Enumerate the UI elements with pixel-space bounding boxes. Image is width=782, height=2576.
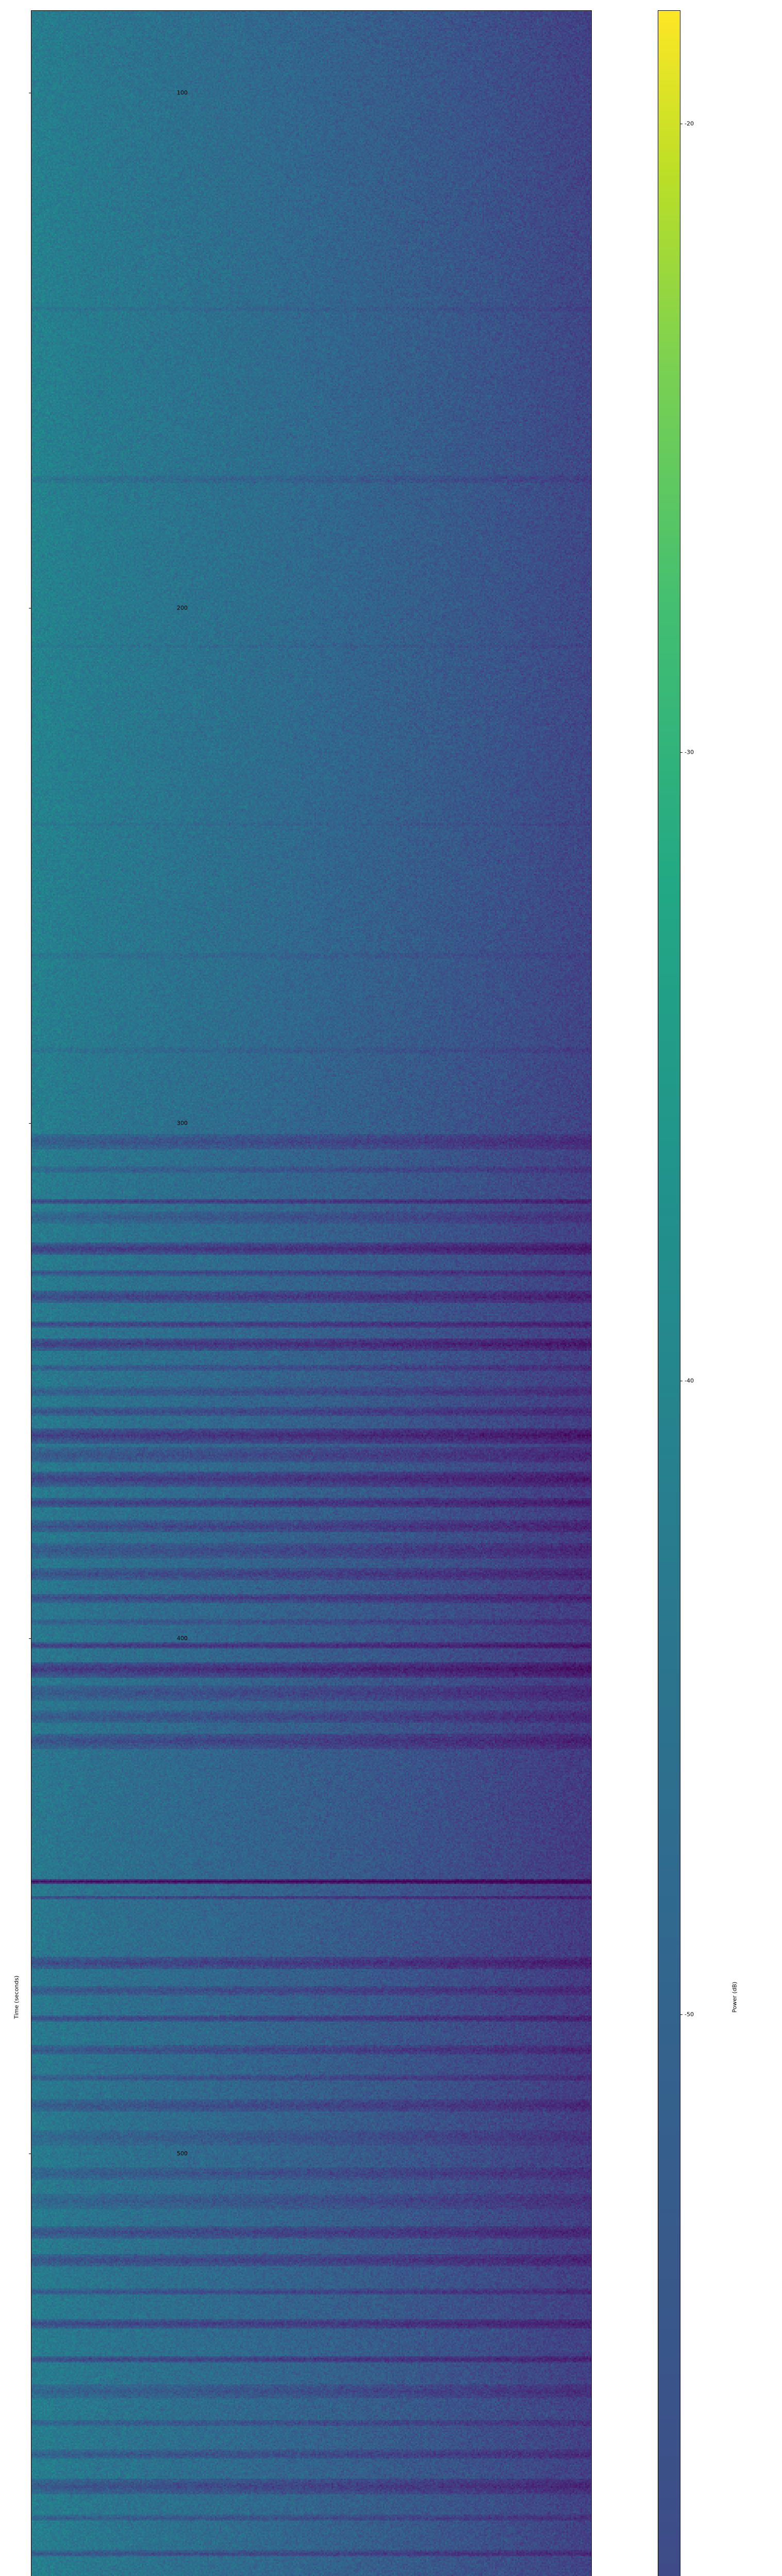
colorbar-tickmark [680, 2014, 683, 2015]
spectrogram-axes [31, 10, 592, 2576]
colorbar-tick-label: -20 [685, 120, 694, 127]
y-tick-label: 400 [177, 1635, 188, 1642]
colorbar-tick-label: -50 [685, 2011, 694, 2018]
colorbar [658, 10, 680, 2576]
y-axis-label: Time (seconds) [13, 1975, 20, 2019]
spectrogram-heatmap [31, 11, 591, 2576]
y-tick-label: 200 [177, 604, 188, 612]
y-tickmark [29, 1123, 31, 1124]
colorbar-tick-label: -30 [685, 749, 694, 756]
y-tick-label: 100 [177, 89, 188, 96]
y-tick-label: 300 [177, 1120, 188, 1127]
colorbar-tick-label: -40 [685, 1377, 694, 1384]
colorbar-tickmark [680, 752, 683, 753]
y-tick-label: 500 [177, 2150, 188, 2157]
colorbar-label: Power (dB) [731, 1981, 738, 2013]
y-tickmark [29, 1638, 31, 1639]
